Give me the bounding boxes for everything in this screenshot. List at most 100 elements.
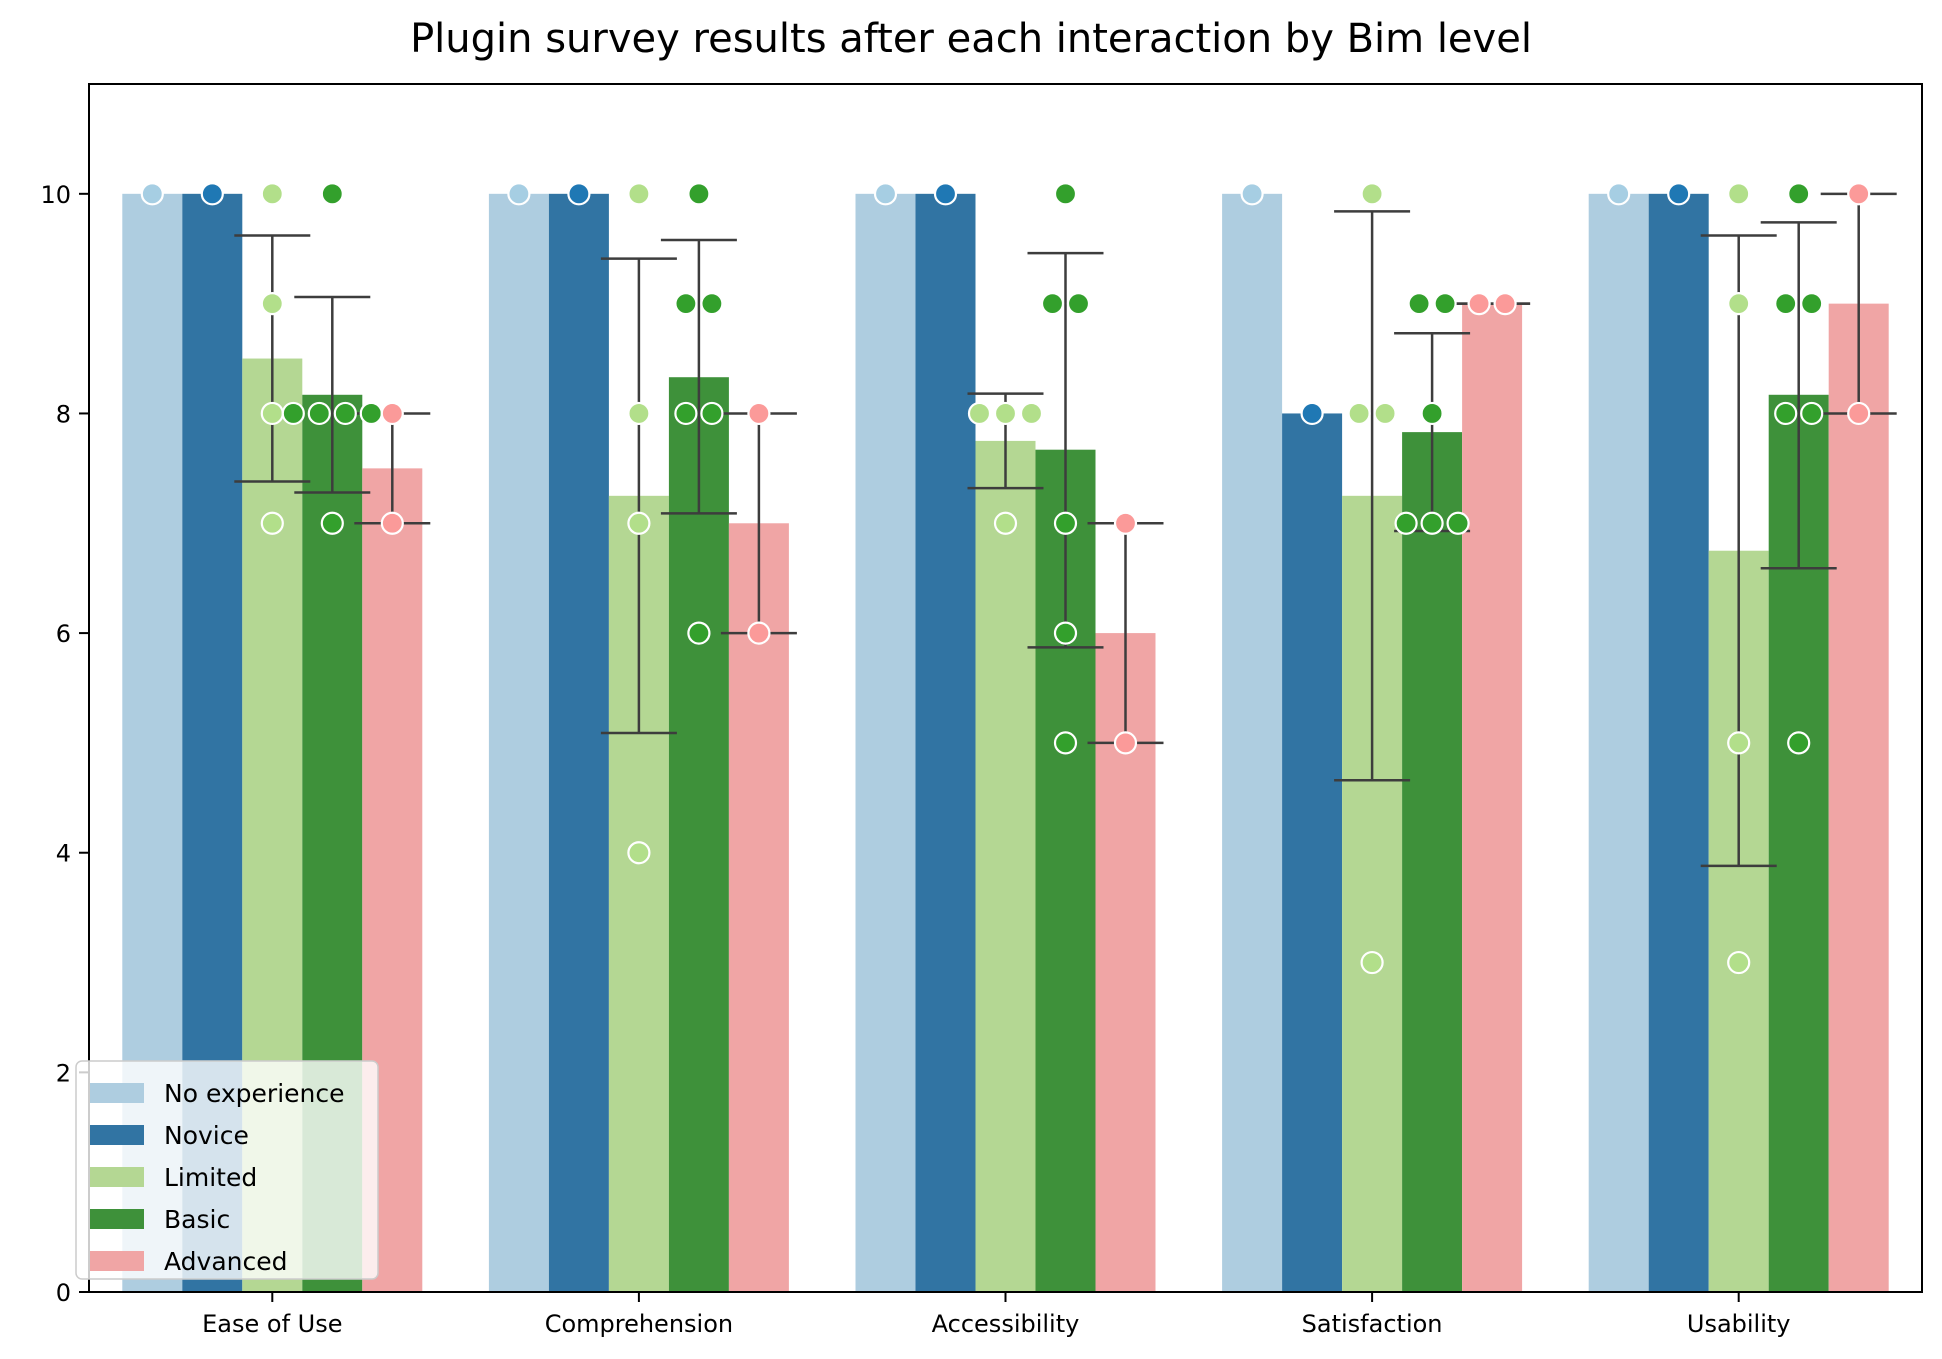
bar-no-experience: [1222, 193, 1283, 1293]
x-tick-label: Comprehension: [545, 1310, 733, 1338]
data-point: [1053, 182, 1078, 206]
data-point: [200, 182, 224, 206]
data-point: [1053, 731, 1078, 755]
data-point: [333, 401, 357, 426]
error-bar: [1334, 210, 1411, 782]
error-bar: [294, 295, 371, 494]
error-bar: [1700, 234, 1777, 868]
legend-label: Limited: [164, 1163, 257, 1192]
data-point: [1433, 292, 1457, 316]
data-point: [1727, 292, 1751, 316]
data-point: [1113, 511, 1138, 535]
legend-swatch: [90, 1125, 144, 1145]
y-tick-label: 10: [40, 181, 71, 209]
legend-swatch: [90, 1083, 144, 1103]
data-point: [967, 401, 992, 426]
x-tick-label: Ease of Use: [202, 1310, 342, 1338]
data-point: [1446, 511, 1470, 535]
legend-label: Basic: [164, 1205, 230, 1234]
data-point: [1360, 182, 1384, 206]
bar-no-experience: [1588, 193, 1649, 1293]
data-point: [1420, 511, 1444, 535]
data-point: [993, 401, 1018, 426]
data-point: [1066, 292, 1091, 316]
error-bar: [1760, 221, 1837, 570]
data-point: [627, 182, 651, 206]
data-point: [1053, 511, 1078, 535]
data-point: [873, 182, 898, 206]
legend-label: Advanced: [164, 1247, 288, 1276]
y-tick-label: 4: [56, 840, 71, 868]
data-point: [1727, 950, 1751, 975]
legend-swatch: [90, 1251, 144, 1271]
data-point: [674, 401, 698, 426]
data-point: [260, 292, 284, 316]
data-point: [320, 182, 344, 206]
data-point: [260, 511, 284, 535]
data-point: [1774, 401, 1798, 426]
error-bar: [1027, 251, 1104, 649]
bar-advanced: [1828, 303, 1889, 1292]
data-point: [1240, 182, 1264, 206]
x-tick-label: Accessibility: [932, 1310, 1080, 1338]
data-point: [320, 511, 344, 535]
data-point: [674, 292, 698, 316]
legend: No experience Novice Limited Basic Advanced: [75, 1060, 379, 1280]
data-point: [747, 401, 771, 426]
data-point: [1467, 292, 1491, 316]
bar-novice: [915, 193, 976, 1293]
data-point: [307, 401, 331, 426]
data-point: [1774, 292, 1798, 316]
data-point: [567, 182, 591, 206]
data-point: [687, 621, 711, 645]
data-point: [260, 401, 284, 426]
data-point: [380, 511, 404, 535]
error-bar: [234, 234, 311, 483]
data-point: [1373, 401, 1397, 426]
bar-advanced: [728, 523, 789, 1292]
data-point: [700, 292, 724, 316]
data-point: [1607, 182, 1631, 206]
bar-advanced: [1462, 303, 1523, 1292]
data-point: [1347, 401, 1371, 426]
legend-label: No experience: [164, 1079, 345, 1108]
x-tick-label: Usability: [1687, 1310, 1791, 1338]
data-point: [687, 182, 711, 206]
legend-box: [75, 1060, 379, 1280]
bar-basic: [668, 377, 729, 1292]
data-point: [627, 511, 651, 535]
y-tick-label: 0: [56, 1279, 71, 1307]
legend-swatch: [90, 1167, 144, 1187]
data-point: [1800, 292, 1824, 316]
bar-novice: [1282, 413, 1343, 1292]
data-point: [993, 511, 1018, 535]
data-point: [1847, 182, 1871, 206]
data-point: [1787, 731, 1811, 755]
bar-no-experience: [855, 193, 916, 1293]
data-point: [1053, 621, 1078, 645]
data-point: [1394, 511, 1418, 535]
data-point: [1493, 292, 1517, 316]
data-point: [747, 621, 771, 645]
y-tick-label: 6: [56, 620, 71, 648]
data-point: [140, 182, 164, 206]
data-point: [281, 401, 305, 426]
legend-swatch: [90, 1209, 144, 1229]
data-point: [1113, 731, 1138, 755]
bar-novice: [548, 193, 609, 1293]
data-point: [1019, 401, 1044, 426]
data-point: [1727, 182, 1751, 206]
data-point: [359, 401, 383, 426]
data-point: [1667, 182, 1691, 206]
data-point: [1360, 950, 1384, 975]
data-point: [1420, 401, 1444, 426]
x-tick-label: Satisfaction: [1302, 1310, 1443, 1338]
data-point: [933, 182, 958, 206]
data-point: [1727, 731, 1751, 755]
error-bar: [600, 257, 677, 735]
chart-title: Plugin survey results after each interac…: [410, 16, 1532, 62]
data-point: [627, 401, 651, 426]
data-point: [627, 841, 651, 865]
bar-limited: [975, 440, 1036, 1293]
